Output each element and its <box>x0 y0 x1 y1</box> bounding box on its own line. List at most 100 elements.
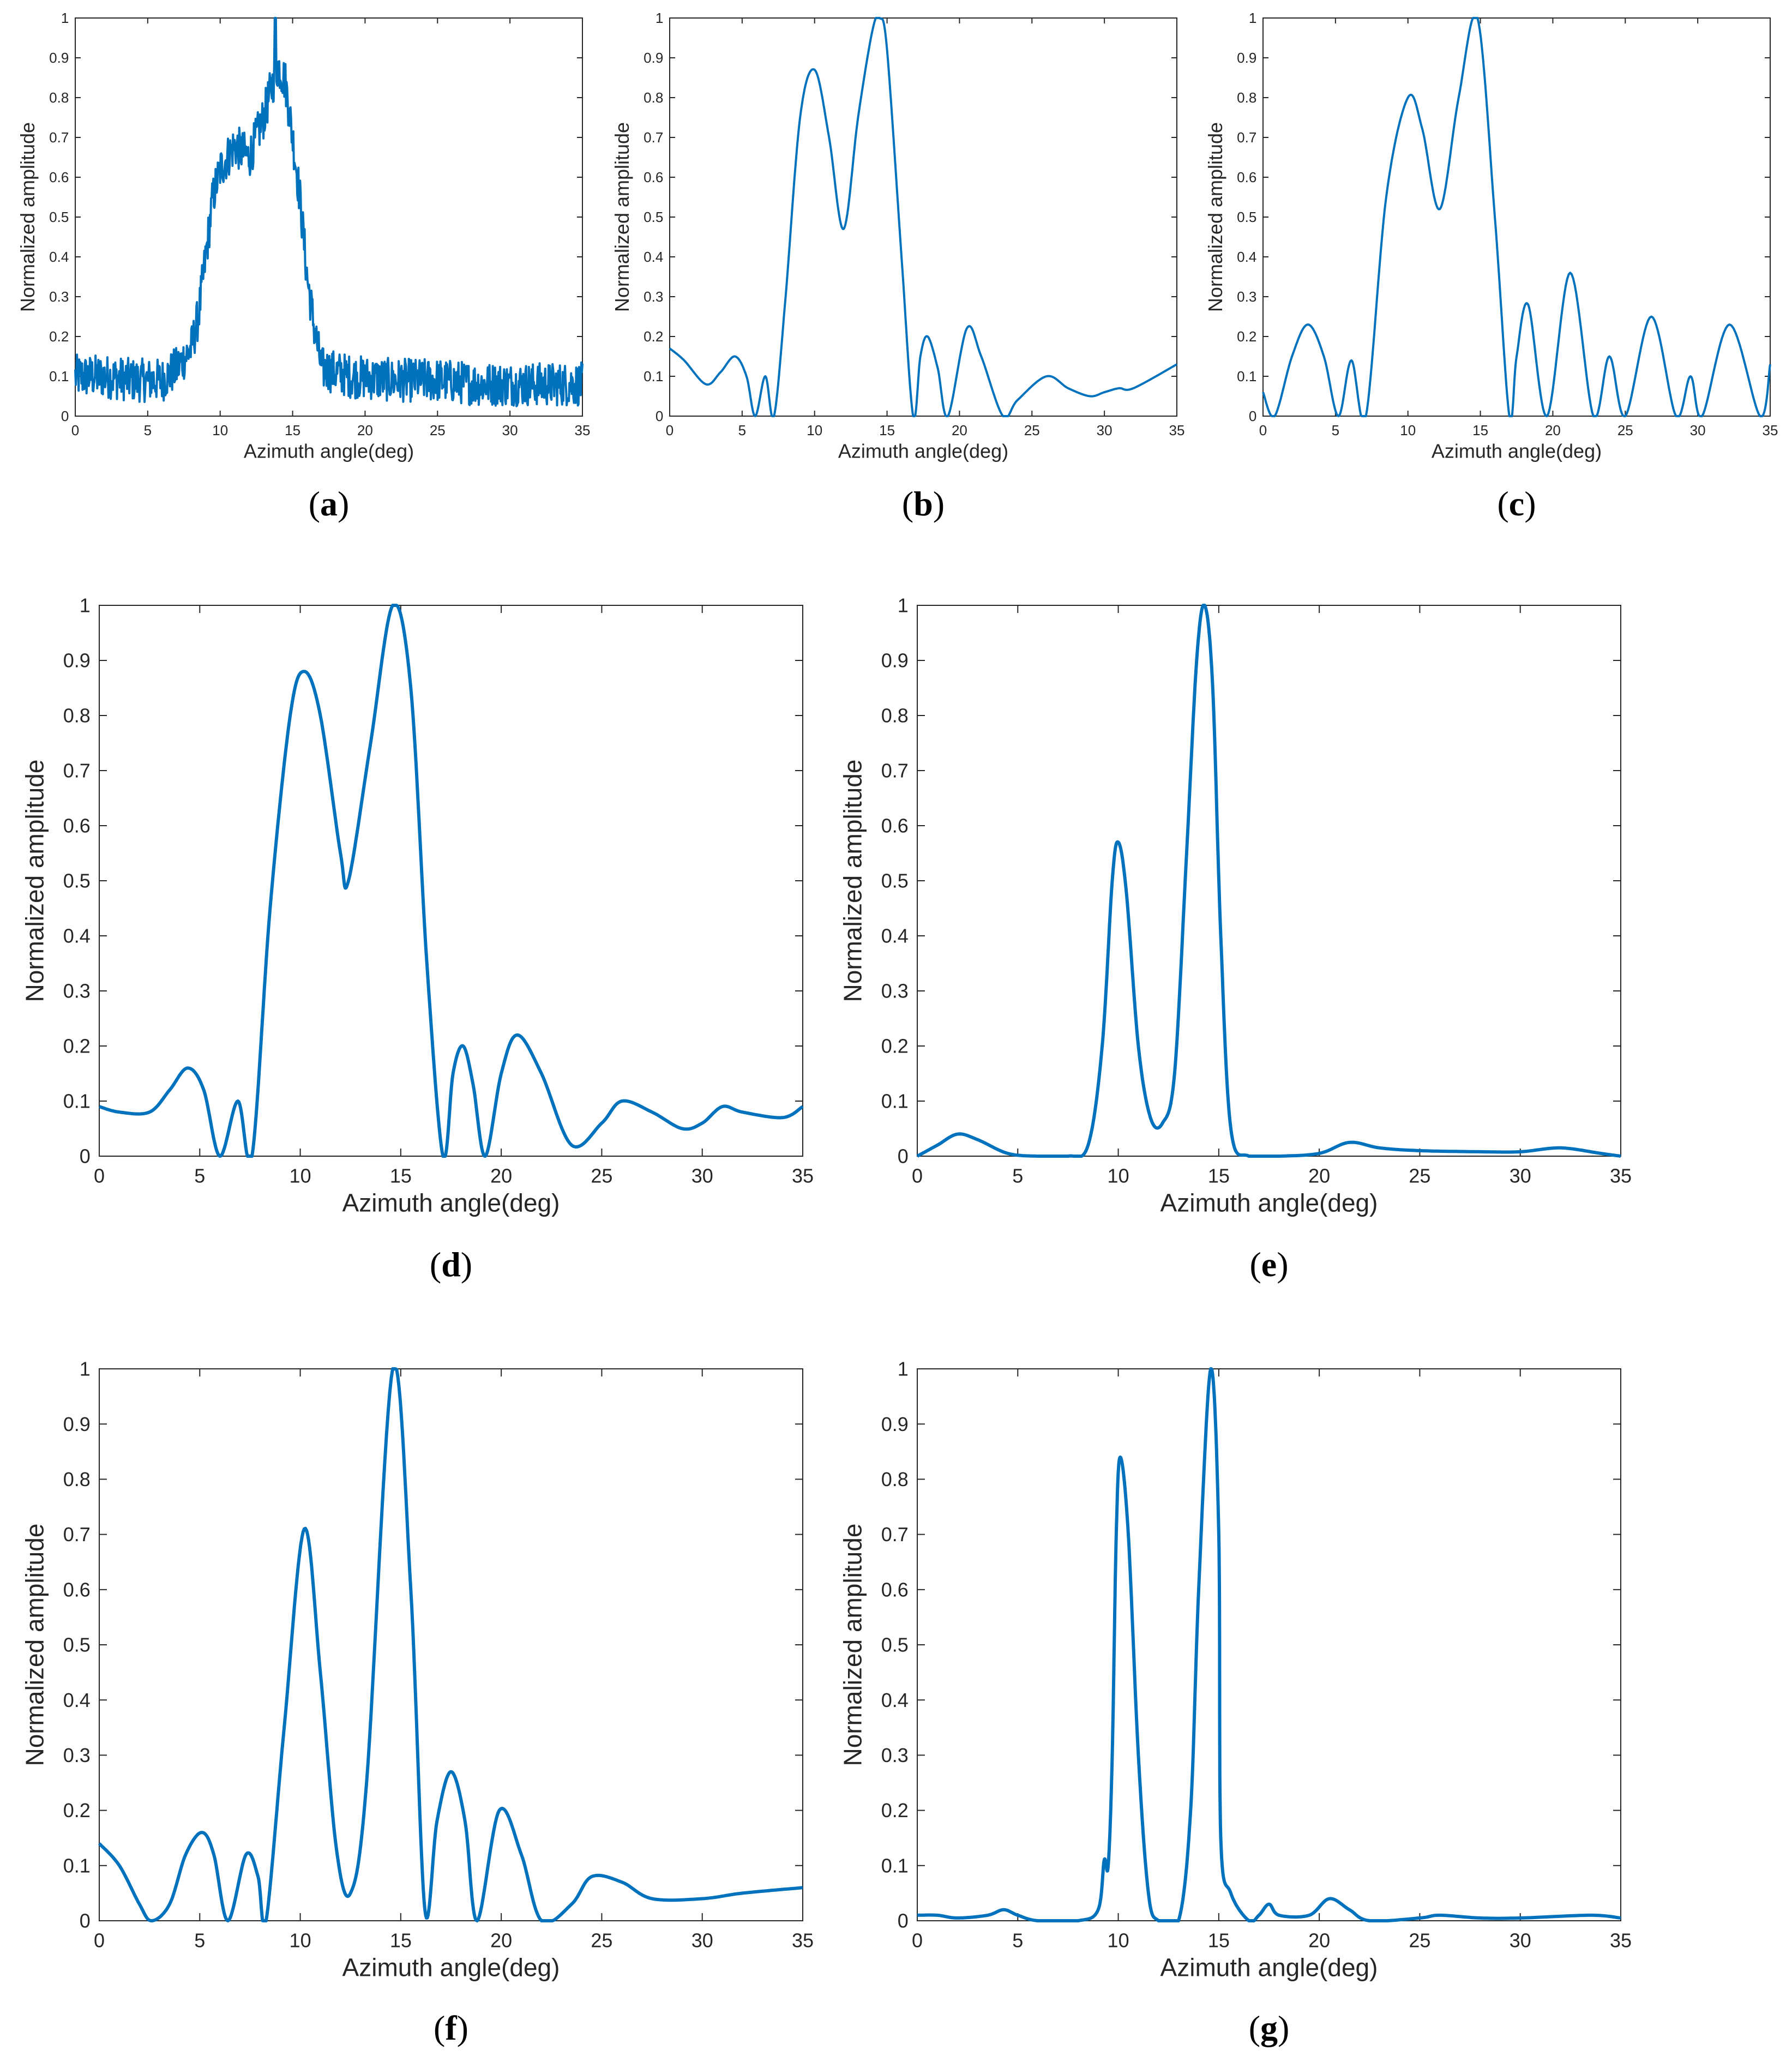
panel-label: (b) <box>902 484 945 523</box>
x-tick-label: 0 <box>666 422 673 438</box>
x-tick-label: 20 <box>490 1165 512 1187</box>
x-tick-label: 5 <box>1012 1165 1023 1187</box>
y-tick-label: 0.1 <box>644 368 663 384</box>
y-tick-label: 0.4 <box>63 1689 91 1711</box>
y-tick-label: 0 <box>656 408 663 424</box>
y-tick-label: 0.6 <box>881 815 909 837</box>
x-tick-label: 5 <box>1332 422 1339 438</box>
chart-panel-d: 0 5 10 15 20 25 30 35 0 0.1 0.2 0.3 0.4 0.5 0.6 0.7 0.8 0… <box>21 594 814 1284</box>
chart-panel-b: 0 5 10 15 20 25 30 35 0 0.1 0.2 0.3 0.4 0.5 0.6 0.7 0.8 0… <box>611 10 1184 523</box>
y-tick-label: 0.5 <box>63 1634 91 1656</box>
x-tick-label: 30 <box>1510 1929 1531 1952</box>
panel-label: (a) <box>309 484 350 523</box>
y-axis-label: Normalized amplitude <box>16 122 39 312</box>
chart-panel-c: 0 5 10 15 20 25 30 35 0 0.1 0.2 0.3 0.4 0.5 0.6 0.7 0.8 0… <box>1204 10 1778 523</box>
y-tick-label: 0.6 <box>1237 169 1256 185</box>
x-tick-label: 35 <box>1610 1165 1632 1187</box>
panel-label: (f) <box>434 2009 468 2047</box>
x-tick-label: 0 <box>94 1165 105 1187</box>
x-tick-label: 15 <box>879 422 895 438</box>
x-tick-label: 0 <box>912 1929 923 1952</box>
y-tick-label: 0.8 <box>881 1468 909 1490</box>
y-tick-label: 0.7 <box>881 1523 909 1546</box>
y-tick-label: 0.7 <box>1237 129 1256 146</box>
y-tick-label: 0.6 <box>644 169 663 185</box>
x-tick-label: 25 <box>1409 1165 1430 1187</box>
panel-label: (e) <box>1249 1245 1288 1284</box>
y-tick-label: 0.9 <box>881 650 909 672</box>
y-axis-label: Normalized amplitude <box>1204 122 1226 312</box>
y-axis-label: Normalized amplitude <box>611 122 633 312</box>
plot-area <box>75 17 583 417</box>
y-tick-label: 0.1 <box>881 1090 909 1113</box>
y-tick-label: 0.5 <box>881 1634 909 1656</box>
y-tick-label: 0.6 <box>63 815 91 837</box>
y-tick-label: 0.6 <box>881 1578 909 1601</box>
x-tick-label: 10 <box>1400 422 1416 438</box>
y-tick-label: 0.1 <box>1237 368 1256 384</box>
x-tick-label: 15 <box>1208 1165 1230 1187</box>
x-axis-label: Azimuth angle(deg) <box>1160 1189 1378 1217</box>
x-tick-label: 20 <box>1308 1929 1330 1952</box>
x-tick-label: 20 <box>952 422 967 438</box>
x-tick-label: 10 <box>1108 1165 1129 1187</box>
y-tick-label: 0 <box>61 408 69 424</box>
series-line <box>74 17 584 407</box>
y-tick-label: 0.4 <box>49 249 69 265</box>
y-tick-label: 0.5 <box>1237 209 1256 225</box>
y-tick-label: 1 <box>1249 10 1256 26</box>
x-tick-label: 25 <box>1409 1929 1430 1952</box>
x-tick-label: 0 <box>94 1929 105 1952</box>
y-tick-label: 0.9 <box>63 650 91 672</box>
y-tick-label: 0.8 <box>63 705 91 727</box>
y-tick-label: 1 <box>656 10 663 26</box>
y-tick-label: 1 <box>80 594 91 617</box>
y-tick-label: 0 <box>80 1910 91 1932</box>
chart-panel-f: 0 5 10 15 20 25 30 35 0 0.1 0.2 0.3 0.4 0.5 0.6 0.7 0.8 0… <box>21 1358 814 2047</box>
plot-area <box>917 605 1621 1157</box>
y-tick-label: 0 <box>898 1910 909 1932</box>
series-line <box>916 1367 1622 1922</box>
y-tick-label: 0.5 <box>644 209 663 225</box>
plot-area <box>99 605 803 1157</box>
y-tick-label: 1 <box>898 594 909 617</box>
y-tick-label: 0.7 <box>63 1523 91 1546</box>
x-tick-label: 5 <box>1012 1929 1023 1952</box>
x-tick-label: 25 <box>1024 422 1040 438</box>
x-tick-label: 30 <box>1690 422 1706 438</box>
x-tick-label: 10 <box>290 1929 311 1952</box>
x-tick-label: 10 <box>1108 1929 1129 1952</box>
y-tick-label: 0.9 <box>644 50 663 66</box>
y-tick-label: 0.8 <box>63 1468 91 1490</box>
x-axis-label: Azimuth angle(deg) <box>342 1189 560 1217</box>
chart-panel-e: 0 5 10 15 20 25 30 35 0 0.1 0.2 0.3 0.4 0.5 0.6 0.7 0.8 0… <box>839 594 1632 1284</box>
y-tick-label: 0.7 <box>63 760 91 782</box>
y-tick-label: 0.7 <box>49 129 69 146</box>
x-tick-label: 35 <box>792 1165 814 1187</box>
y-tick-label: 0.5 <box>49 209 69 225</box>
y-tick-label: 0.3 <box>644 288 663 305</box>
y-tick-label: 0.2 <box>881 1035 909 1057</box>
x-tick-label: 25 <box>591 1165 612 1187</box>
y-tick-label: 0.3 <box>881 980 909 1002</box>
y-tick-label: 0.2 <box>63 1799 91 1821</box>
x-axis-label: Azimuth angle(deg) <box>1432 440 1602 462</box>
x-tick-label: 30 <box>691 1165 713 1187</box>
y-tick-label: 0.6 <box>49 169 69 185</box>
x-tick-label: 5 <box>144 422 152 438</box>
x-tick-label: 10 <box>290 1165 311 1187</box>
y-tick-label: 1 <box>898 1358 909 1380</box>
y-tick-label: 0.1 <box>63 1854 91 1877</box>
x-tick-label: 35 <box>1169 422 1185 438</box>
y-tick-label: 0.4 <box>644 249 663 265</box>
y-axis-label: Normalized amplitude <box>21 1524 49 1766</box>
plot-area <box>669 17 1177 417</box>
series-line <box>98 604 804 1158</box>
x-tick-label: 25 <box>1617 422 1633 438</box>
x-tick-label: 20 <box>1545 422 1561 438</box>
y-tick-label: 0.2 <box>881 1799 909 1821</box>
x-tick-label: 5 <box>194 1929 205 1952</box>
series-line <box>98 1367 803 1922</box>
plot-area <box>917 1368 1621 1921</box>
x-tick-label: 0 <box>1259 422 1267 438</box>
